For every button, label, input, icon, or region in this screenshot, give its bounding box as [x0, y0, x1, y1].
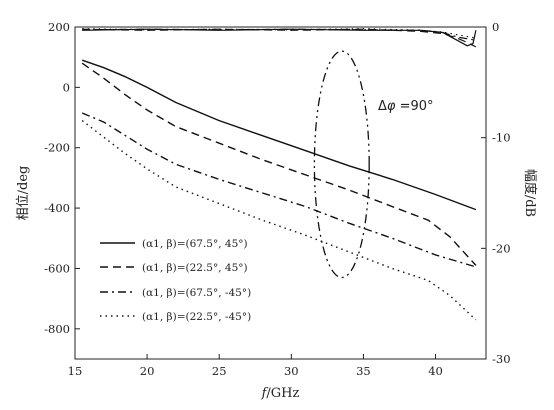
plot-frame — [74, 26, 487, 360]
y-left-tick-label: 200 — [48, 20, 70, 34]
annotation-phi: φ — [387, 99, 396, 114]
y-left-tick-label: -800 — [44, 322, 70, 336]
y-left-tick-label: -200 — [44, 141, 70, 155]
y-left-axis-label: 相位/deg — [16, 166, 31, 221]
magnitude-line-6 — [82, 28, 477, 48]
magnitude-line-8 — [82, 28, 477, 39]
y-left-tick-label: -400 — [44, 201, 70, 215]
tick-group: 15 20 25 30 35 40 200 0 -200 -400 -600 -800 0 -10 -20 -… — [16, 20, 538, 401]
legend: (α1, β)=(67.5°, 45°) (α1, β)=(22.5°, 45°)… — [100, 238, 251, 323]
x-axis-label: f/GHz — [261, 386, 300, 401]
phase-line-1 — [81, 59, 477, 211]
legend-label-2: (α1, β)=(22.5°, 45°) — [142, 262, 248, 274]
x-tick-label: 20 — [140, 364, 155, 378]
legend-label-3: (α1, β)=(67.5°, -45°) — [142, 287, 251, 299]
annotation-delta: Δ — [378, 99, 387, 114]
x-axis-label-unit: /GHz — [266, 386, 299, 401]
y-right-axis-label: 幅度/dB — [522, 169, 538, 217]
legend-label-1: (α1, β)=(67.5°, 45°) — [142, 238, 248, 250]
y-right-tick-label: -10 — [492, 131, 511, 145]
y-left-tick-label: -600 — [44, 261, 70, 275]
y-right-tick-label: -30 — [492, 352, 511, 366]
annotation-label: Δφ =90° — [378, 99, 434, 114]
x-tick-label: 25 — [212, 364, 227, 378]
magnitude-line-5 — [82, 28, 477, 47]
annotation-value: =90° — [395, 99, 433, 114]
legend-label-4: (α1, β)=(22.5°, -45°) — [142, 311, 251, 323]
x-tick-label: 30 — [284, 364, 299, 378]
phase-line-3 — [81, 112, 477, 268]
x-axis-label-symbol: f — [261, 386, 269, 401]
y-right-tick-label: 0 — [492, 20, 499, 34]
y-left-tick-label: 0 — [63, 80, 70, 94]
phase-line-2 — [81, 62, 477, 266]
x-tick-label: 15 — [68, 364, 83, 378]
annotation-ellipse — [313, 50, 370, 279]
y-right-tick-label: -20 — [492, 241, 511, 255]
series-group — [81, 28, 477, 321]
x-tick-label: 40 — [428, 364, 443, 378]
annotation-group: Δφ =90° — [313, 50, 434, 279]
plot-frame-group — [74, 26, 487, 360]
x-tick-label: 35 — [356, 364, 371, 378]
